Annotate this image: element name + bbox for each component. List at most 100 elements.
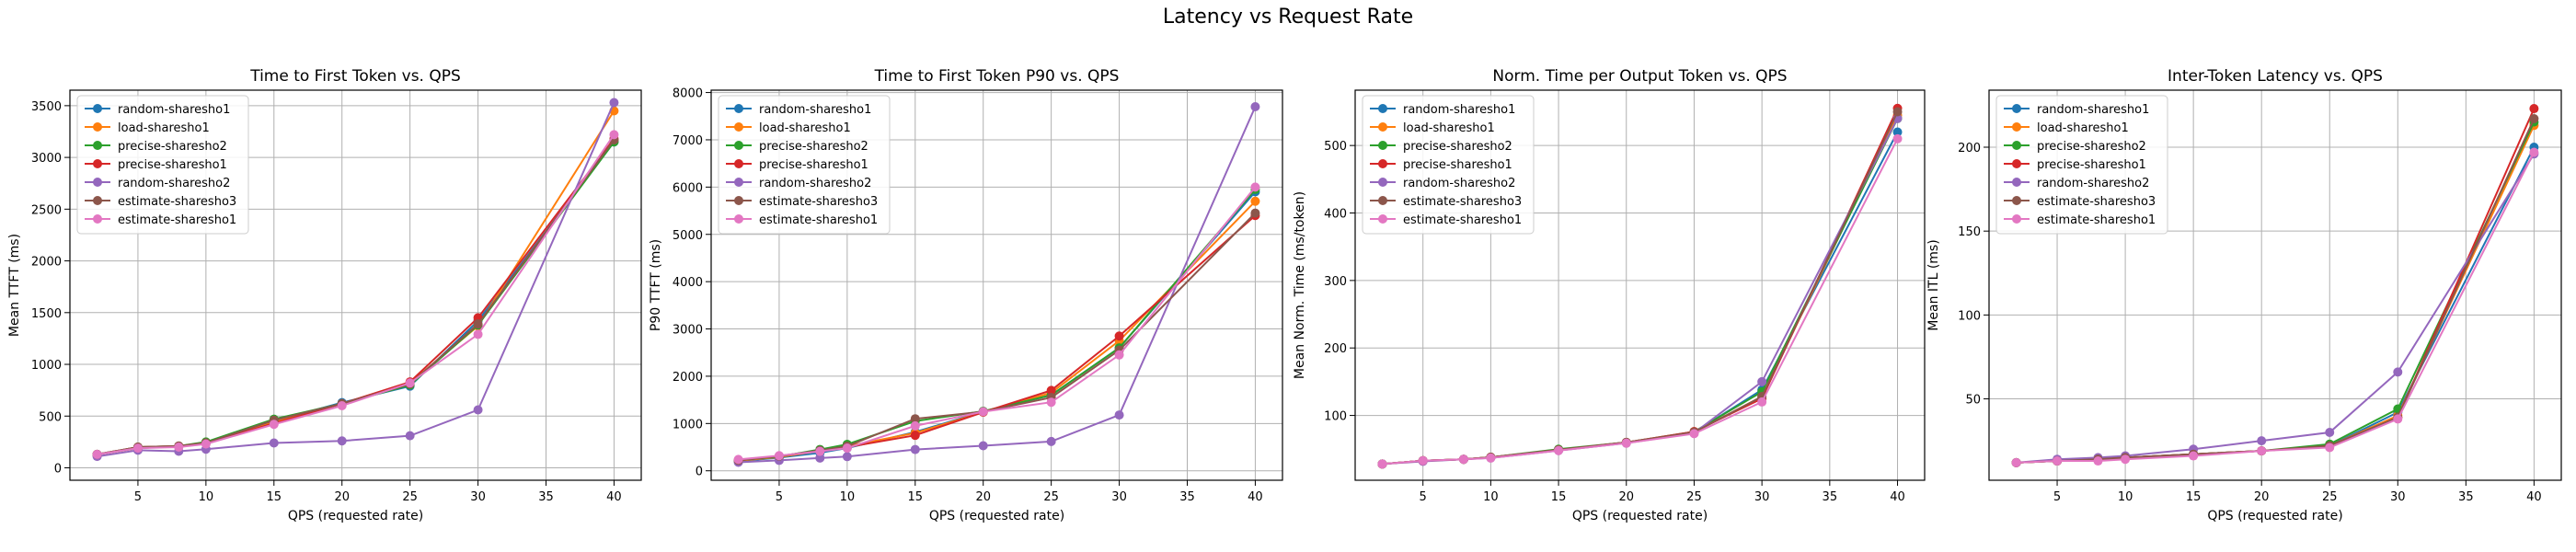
legend-marker bbox=[734, 122, 743, 132]
data-point bbox=[1892, 107, 1903, 117]
legend-label: precise-sharesho1 bbox=[2037, 158, 2146, 172]
data-point bbox=[337, 401, 347, 411]
y-tick-label: 500 bbox=[1324, 140, 1347, 154]
legend-label: random-sharesho2 bbox=[1403, 177, 1515, 190]
x-tick-label: 5 bbox=[134, 490, 142, 504]
legend-box bbox=[1362, 95, 1535, 235]
data-point bbox=[1250, 101, 1260, 111]
y-tick-label: 200 bbox=[1324, 342, 1347, 356]
data-point bbox=[1892, 127, 1903, 137]
data-point bbox=[1046, 436, 1056, 446]
axes-frame bbox=[69, 89, 642, 481]
data-point bbox=[842, 443, 852, 454]
series-line bbox=[738, 201, 1257, 462]
x-tick-label: 40 bbox=[2526, 490, 2542, 504]
legend-label: estimate-sharesho3 bbox=[2037, 195, 2156, 209]
data-point bbox=[201, 439, 211, 449]
legend-label: load-sharesho1 bbox=[1403, 121, 1495, 135]
legend-box bbox=[718, 95, 891, 235]
chart-title: Time to First Token P90 vs. QPS bbox=[874, 67, 1120, 86]
y-tick-label: 300 bbox=[1324, 275, 1347, 289]
legend-label: precise-sharesho1 bbox=[118, 158, 227, 172]
x-tick-label: 40 bbox=[606, 490, 622, 504]
data-point bbox=[269, 420, 279, 430]
y-tick-label: 5000 bbox=[673, 229, 703, 243]
legend-label: estimate-sharesho3 bbox=[759, 195, 878, 209]
data-point bbox=[1377, 459, 1387, 469]
data-point bbox=[2529, 147, 2539, 157]
data-point bbox=[2257, 436, 2267, 446]
legend-marker bbox=[1378, 104, 1387, 113]
figure-title: Latency vs Request Rate bbox=[1162, 6, 1414, 29]
data-point bbox=[337, 436, 347, 446]
legend-marker bbox=[2012, 196, 2021, 205]
legend-box bbox=[76, 95, 249, 235]
y-tick-label: 1000 bbox=[673, 418, 703, 431]
data-point bbox=[1757, 397, 1767, 407]
data-point bbox=[473, 405, 483, 415]
x-tick-label: 40 bbox=[1890, 490, 1905, 504]
y-tick-label: 1500 bbox=[31, 307, 62, 321]
series-estimate-sharesho1 bbox=[733, 182, 1260, 465]
legend-marker bbox=[2012, 122, 2021, 132]
data-point bbox=[132, 443, 143, 454]
chart-title: Time to First Token vs. QPS bbox=[249, 67, 461, 86]
y-tick-label: 50 bbox=[1965, 394, 1981, 408]
y-tick-label: 2000 bbox=[673, 371, 703, 385]
data-point bbox=[92, 449, 102, 459]
chart-panel-2: 5 10 15 20 25 30 35 40 0 1000 2000 3000 4000 5000 6000… bbox=[649, 67, 1283, 523]
data-point bbox=[2121, 454, 2131, 465]
legend-label: random-sharesho2 bbox=[118, 177, 230, 190]
legend-marker bbox=[93, 141, 102, 150]
y-tick-label: 7000 bbox=[673, 134, 703, 148]
data-point bbox=[405, 378, 415, 388]
legend-marker bbox=[2012, 104, 2021, 113]
legend-label: precise-sharesho1 bbox=[1403, 158, 1512, 172]
data-point bbox=[978, 407, 988, 417]
data-point bbox=[609, 98, 619, 108]
data-point bbox=[1892, 133, 1903, 144]
legend-label: estimate-sharesho3 bbox=[1403, 195, 1522, 209]
legend-marker bbox=[2012, 178, 2021, 187]
data-point bbox=[1250, 196, 1260, 206]
legend-marker bbox=[734, 178, 743, 187]
chart-title: Norm. Time per Output Token vs. QPS bbox=[1492, 67, 1787, 86]
data-point bbox=[2053, 456, 2063, 466]
legend-label: random-sharesho2 bbox=[2037, 177, 2149, 190]
data-point bbox=[473, 319, 483, 329]
chart-title: Inter-Token Latency vs. QPS bbox=[2168, 67, 2383, 86]
x-axis-label: QPS (requested rate) bbox=[288, 509, 423, 523]
x-tick-label: 30 bbox=[2390, 490, 2406, 504]
x-tick-label: 30 bbox=[470, 490, 486, 504]
y-tick-label: 500 bbox=[39, 410, 62, 424]
data-point bbox=[1114, 350, 1124, 360]
data-point bbox=[1458, 454, 1468, 465]
data-point bbox=[774, 451, 784, 461]
data-point bbox=[1046, 397, 1056, 408]
y-tick-label: 4000 bbox=[673, 276, 703, 290]
data-point bbox=[405, 431, 415, 441]
legend-marker bbox=[1378, 214, 1387, 224]
axes-frame bbox=[710, 89, 1283, 481]
legend: random-sharesho1 load-sharesho1 precise-sh… bbox=[76, 95, 249, 235]
x-tick-label: 40 bbox=[1248, 490, 1263, 504]
legend-label: load-sharesho1 bbox=[759, 121, 851, 135]
data-point bbox=[609, 130, 619, 140]
legend: random-sharesho1 load-sharesho1 precise-sh… bbox=[1995, 95, 2168, 235]
legend: random-sharesho1 load-sharesho1 precise-sh… bbox=[1362, 95, 1535, 235]
data-point bbox=[910, 414, 920, 424]
x-tick-label: 25 bbox=[1686, 490, 1702, 504]
series-random-sharesho2 bbox=[733, 101, 1260, 467]
data-point bbox=[2011, 457, 2021, 467]
x-tick-label: 35 bbox=[1823, 490, 1838, 504]
legend-marker bbox=[2012, 214, 2021, 224]
data-point bbox=[473, 329, 483, 339]
legend-marker bbox=[734, 196, 743, 205]
legend-marker bbox=[1378, 141, 1387, 150]
legend-label: load-sharesho1 bbox=[118, 121, 210, 135]
chart-panel-3: 5 10 15 20 25 30 35 40 100 200 300 400 500 Norm. Time… bbox=[1293, 67, 1926, 523]
x-tick-label: 10 bbox=[840, 490, 856, 504]
data-point bbox=[1689, 429, 1699, 439]
x-tick-label: 25 bbox=[2322, 490, 2338, 504]
legend-label: estimate-sharesho1 bbox=[2037, 213, 2156, 227]
